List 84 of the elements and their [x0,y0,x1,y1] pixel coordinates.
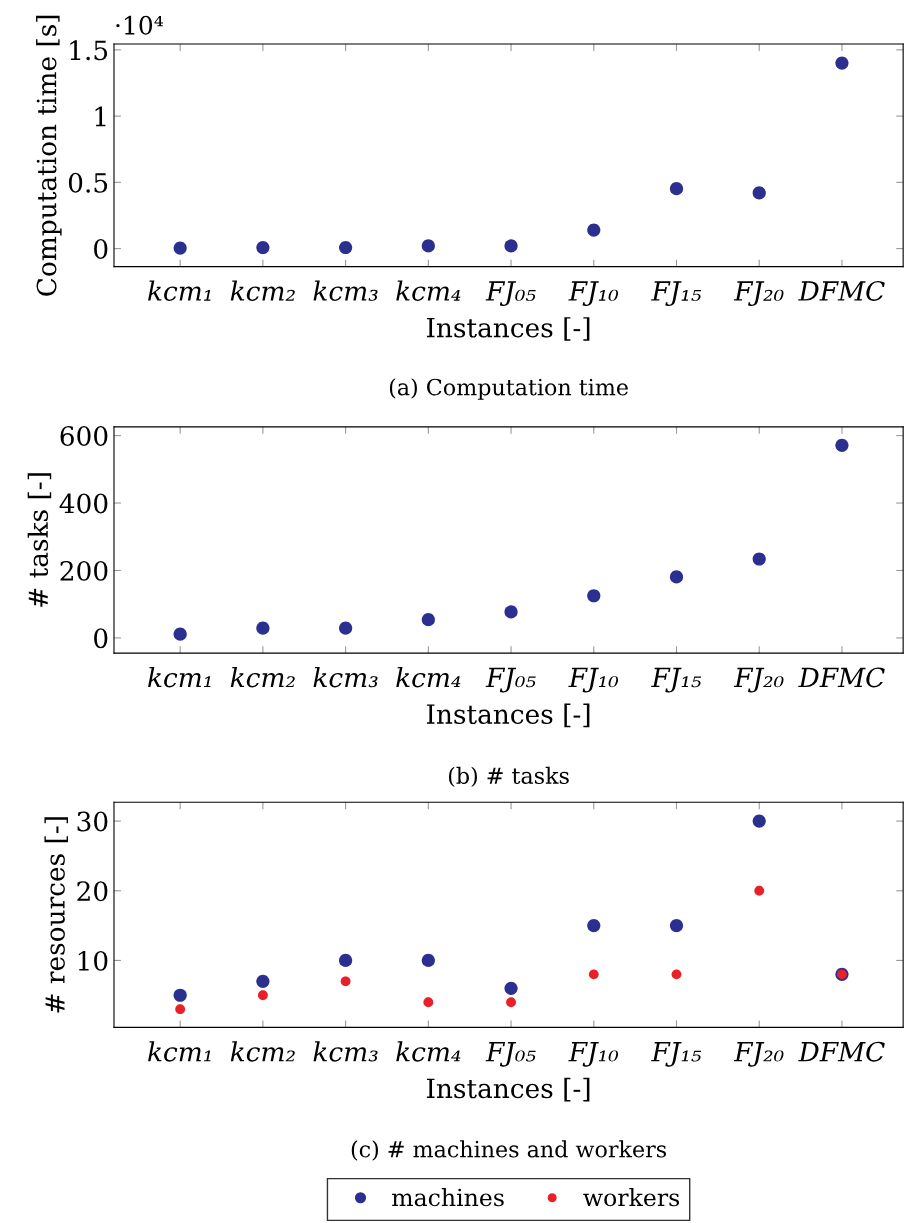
x-tick-label: FJ₁₀ [568,1042,619,1067]
x-tick-label: kcm₂ [230,666,295,688]
x-axis-title: Instances [-] [426,703,590,728]
x-axis-title: Instances [-] [426,317,590,341]
point [339,621,353,635]
point [173,988,187,1002]
point [340,976,351,987]
x-tick-label: DFMC [798,1041,885,1062]
x-tick-label: DFMC [798,280,885,301]
point [752,814,766,828]
point [504,981,518,995]
text: ·10⁴ [116,15,163,35]
x-tick-label: FJ₀₅ [485,667,536,693]
point [587,919,601,933]
point [256,974,270,988]
x-tick-label: kcm₁ [148,666,211,688]
point [835,438,849,452]
y-axis-title: Computation time [s] [36,15,62,296]
x-tick-label: FJ₁₅ [651,667,702,693]
y-tick-label: 30 [77,811,108,832]
text: (b) # tasks [448,766,569,788]
point [339,240,353,255]
y-tick-label: 1 [95,106,106,127]
point [339,953,353,968]
y-tick-label: 600 [60,426,108,446]
y-tick-label: 400 [59,493,108,514]
point [506,997,516,1008]
point [256,240,270,255]
point [669,182,684,196]
y-axis-title: # resources [-] [44,817,68,1013]
point [588,969,599,980]
y-tick-label: 0.5 [68,172,108,193]
legend-label: machines [392,1188,504,1207]
x-tick-label: FJ₂₀ [733,281,784,307]
x-tick-label: FJ₀₅ [485,1042,536,1067]
x-tick-label: FJ₁₅ [651,281,702,307]
point [175,1004,186,1015]
point [669,919,684,933]
point [587,223,601,237]
x-tick-label: kcm₃ [313,666,378,688]
point [173,241,187,255]
point [671,969,682,980]
x-tick-label: kcm₄ [396,1041,461,1062]
x-tick-label: kcm₄ [396,666,461,688]
y-tick-label: 0 [94,628,108,649]
x-tick-label: FJ₀₅ [485,281,536,307]
y-tick-label: 1.5 [70,40,108,61]
x-tick-label: kcm₁ [148,280,211,301]
y-tick-label: 10 [78,950,108,971]
text: (c) # machines and workers [351,1140,667,1161]
point [669,570,684,584]
point [256,621,270,635]
x-tick-label: kcm₂ [230,280,295,301]
x-tick-label: FJ₂₀ [733,1042,784,1067]
x-tick-label: kcm₁ [148,1041,211,1062]
text: (a) Computation time [389,378,628,400]
x-axis-title: Instances [-] [426,1077,590,1102]
point [257,990,268,1001]
point [835,56,849,70]
x-tick-label: kcm₃ [313,1041,378,1062]
x-tick-label: FJ₁₀ [568,281,619,307]
point [504,605,518,619]
point [504,239,518,253]
x-tick-label: DFMC [798,667,885,688]
point [754,885,765,896]
x-tick-label: FJ₁₅ [651,1042,702,1067]
x-tick-label: FJ₁₀ [568,667,619,693]
y-axis-title: # tasks [-] [27,473,52,607]
point [421,953,435,968]
legend-label: workers [583,1188,680,1207]
point [173,627,187,641]
point [421,239,435,253]
x-tick-label: FJ₂₀ [733,667,784,693]
point [752,552,766,566]
y-tick-label: 200 [60,560,108,581]
x-tick-label: kcm₂ [230,1041,295,1062]
y-tick-label: 20 [77,881,108,902]
point [421,613,435,627]
point [423,997,434,1008]
x-tick-label: kcm₃ [313,280,378,301]
point [752,186,766,200]
point [587,589,601,603]
x-tick-label: kcm₄ [396,280,461,301]
y-tick-label: 0 [94,239,108,259]
